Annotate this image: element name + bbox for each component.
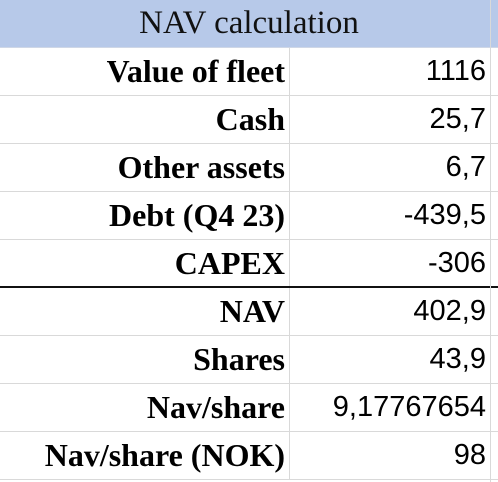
table-row-nav-per-share: Nav/share 9,17767654	[0, 384, 498, 432]
row-value[interactable]: 9,17767654	[332, 391, 486, 423]
row-label[interactable]: Nav/share (NOK)	[0, 432, 290, 479]
table-body: Value of fleet 1116 Cash 25,7 Other asse…	[0, 48, 498, 480]
table-row-nav-per-share-nok: Nav/share (NOK) 98	[0, 432, 498, 480]
row-label[interactable]: Nav/share	[0, 384, 290, 431]
grid-right-edge	[490, 0, 491, 482]
row-label[interactable]: Value of fleet	[0, 48, 290, 95]
row-label[interactable]: Other assets	[0, 144, 290, 191]
row-value[interactable]: 1116	[425, 55, 486, 87]
table-row-debt: Debt (Q4 23) -439,5	[0, 192, 498, 240]
row-value[interactable]: 6,7	[445, 151, 486, 183]
row-value[interactable]: -306	[427, 246, 486, 279]
table-title[interactable]: NAV calculation	[0, 0, 498, 48]
table-row-capex: CAPEX -306	[0, 240, 498, 288]
row-label[interactable]: Debt (Q4 23)	[0, 192, 290, 239]
row-label[interactable]: Shares	[0, 336, 290, 383]
row-label[interactable]: CAPEX	[0, 240, 290, 286]
row-value[interactable]: 402,9	[413, 295, 486, 327]
table-row-cash: Cash 25,7	[0, 96, 498, 144]
row-label[interactable]: NAV	[0, 288, 290, 335]
table-row-nav: NAV 402,9	[0, 288, 498, 336]
table-row-shares: Shares 43,9	[0, 336, 498, 384]
table-row-other-assets: Other assets 6,7	[0, 144, 498, 192]
row-value[interactable]: 25,7	[429, 103, 486, 135]
row-value[interactable]: -439,5	[403, 199, 486, 231]
row-value[interactable]: 98	[453, 439, 486, 471]
row-label[interactable]: Cash	[0, 96, 290, 143]
table-row-value-of-fleet: Value of fleet 1116	[0, 48, 498, 96]
row-value[interactable]: 43,9	[429, 343, 486, 375]
